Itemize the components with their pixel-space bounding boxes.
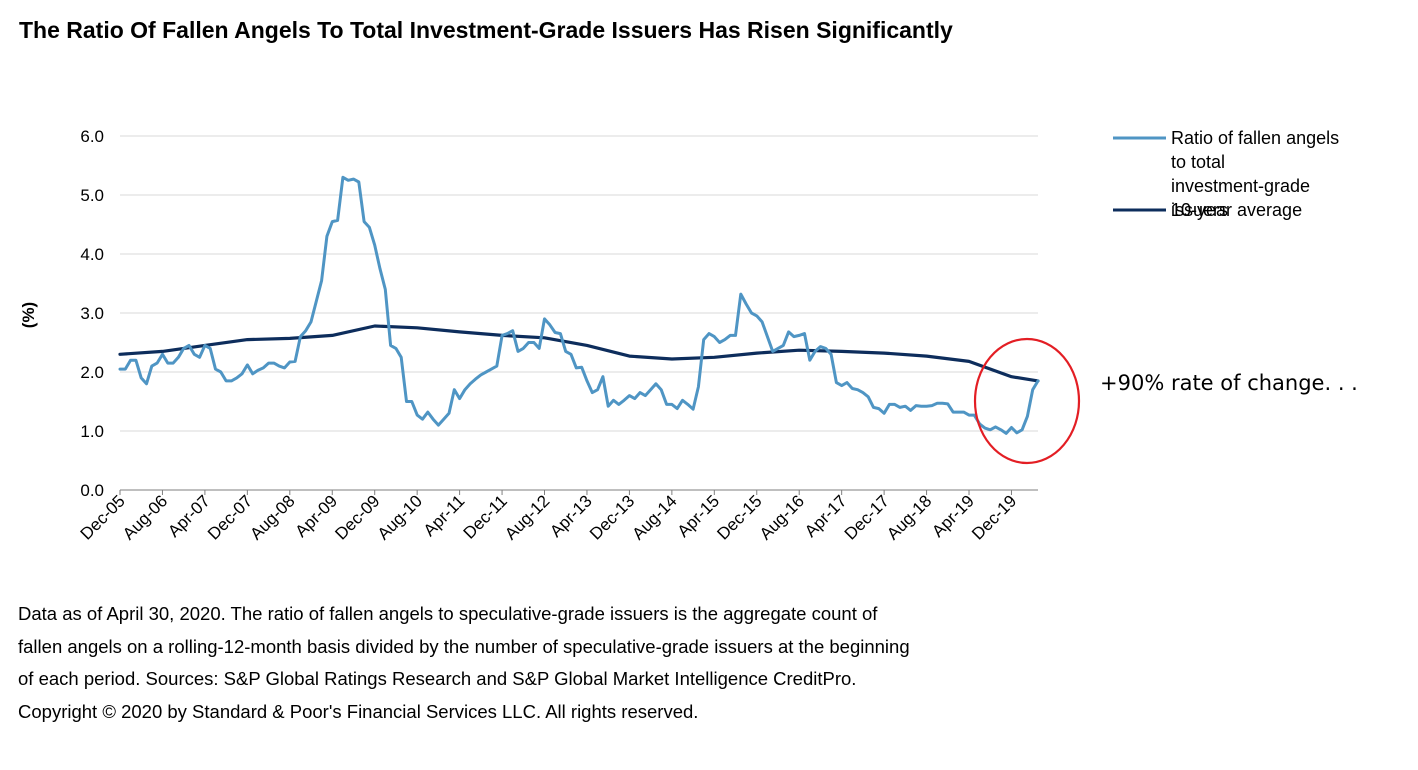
footnote-line: Copyright © 2020 by Standard & Poor's Fi… bbox=[18, 700, 699, 722]
legend-label-ratio: Ratio of fallen angels to total investment… bbox=[1171, 128, 1339, 220]
x-tick-label: Aug-10 bbox=[374, 491, 426, 543]
footnote: Data as of April 30, 2020. The ratio of … bbox=[18, 598, 1048, 728]
legend-label-average: 10-year average bbox=[1171, 200, 1302, 220]
x-tick-label: Dec-07 bbox=[204, 491, 256, 543]
footnote-line: fallen angels on a rolling-12-month basi… bbox=[18, 635, 910, 657]
y-axis: 0.0 1.0 2.0 3.0 4.0 5.0 6.0 bbox=[80, 127, 104, 500]
y-tick-label: 2.0 bbox=[80, 363, 104, 382]
x-tick-label: Aug-08 bbox=[246, 491, 298, 543]
y-tick-label: 5.0 bbox=[80, 186, 104, 205]
y-tick-label: 6.0 bbox=[80, 127, 104, 146]
x-tick-label: Apr-11 bbox=[420, 491, 469, 540]
footnote-line: of each period. Sources: S&P Global Rati… bbox=[18, 668, 857, 689]
y-tick-label: 1.0 bbox=[80, 422, 104, 441]
grid-lines bbox=[120, 135, 1038, 432]
footnote-line: Data as of April 30, 2020. The ratio of … bbox=[18, 603, 878, 624]
annotation-text: +90% rate of change. . . bbox=[1100, 371, 1358, 395]
series-lines bbox=[118, 175, 1040, 435]
x-tick-label: Aug-18 bbox=[883, 491, 935, 543]
y-axis-label: (%) bbox=[19, 302, 38, 328]
y-tick-label: 3.0 bbox=[80, 304, 104, 323]
y-tick-label: 0.0 bbox=[80, 481, 104, 500]
line-chart: 0.0 1.0 2.0 3.0 4.0 5.0 6.0 Dec-05Aug-06Apr-07… bbox=[19, 127, 1358, 544]
x-tick-label: Dec-11 bbox=[460, 491, 511, 542]
x-tick-label: Dec-17 bbox=[841, 491, 893, 543]
x-tick-label: Dec-13 bbox=[586, 491, 638, 543]
x-tick-label: Aug-12 bbox=[501, 491, 553, 543]
highlight-circle bbox=[973, 337, 1081, 465]
x-tick-label: Dec-09 bbox=[331, 491, 383, 543]
y-tick-label: 4.0 bbox=[80, 245, 104, 264]
x-tick-label: Dec-15 bbox=[713, 491, 765, 543]
series-line-ratio bbox=[118, 175, 1040, 435]
series-line-10yr-average bbox=[118, 324, 1040, 383]
chart-title: The Ratio Of Fallen Angels To Total Inve… bbox=[19, 17, 953, 43]
x-tick-label: Aug-14 bbox=[628, 491, 680, 543]
legend: Ratio of fallen angels to total investment… bbox=[1113, 128, 1339, 220]
x-axis: Dec-05Aug-06Apr-07Dec-07Aug-08Apr-09Dec-… bbox=[77, 489, 1038, 544]
x-tick-label: Dec-19 bbox=[968, 491, 1020, 543]
x-tick-label: Aug-16 bbox=[756, 491, 808, 543]
x-tick-label: Aug-06 bbox=[119, 491, 171, 543]
